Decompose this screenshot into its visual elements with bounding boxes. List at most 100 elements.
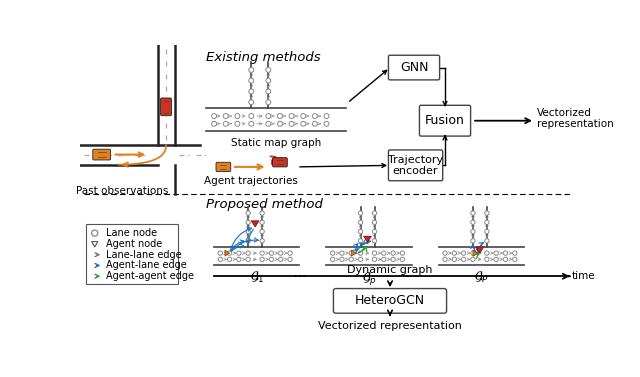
Circle shape	[349, 251, 353, 255]
Circle shape	[288, 251, 292, 255]
Circle shape	[312, 113, 317, 118]
Text: time: time	[572, 271, 595, 281]
Circle shape	[330, 257, 335, 262]
Circle shape	[223, 121, 228, 126]
Circle shape	[301, 121, 306, 126]
Circle shape	[249, 100, 253, 105]
Circle shape	[471, 211, 475, 215]
Text: $\mathcal{G}_P$: $\mathcal{G}_P$	[474, 270, 489, 285]
Circle shape	[372, 251, 377, 255]
Circle shape	[484, 251, 489, 255]
Circle shape	[260, 239, 264, 243]
Circle shape	[260, 220, 264, 224]
Circle shape	[223, 113, 228, 118]
Circle shape	[484, 239, 489, 243]
Circle shape	[471, 230, 475, 234]
FancyBboxPatch shape	[161, 98, 172, 116]
Circle shape	[212, 121, 216, 126]
Circle shape	[278, 257, 283, 262]
Circle shape	[235, 113, 240, 118]
Circle shape	[358, 251, 363, 255]
Circle shape	[249, 78, 253, 83]
Circle shape	[484, 230, 489, 234]
Polygon shape	[351, 250, 356, 256]
Text: ...: ...	[292, 265, 307, 280]
Circle shape	[235, 121, 240, 126]
Circle shape	[278, 121, 282, 126]
Circle shape	[381, 251, 386, 255]
Circle shape	[289, 113, 294, 118]
Circle shape	[260, 230, 264, 234]
Circle shape	[227, 251, 232, 255]
Polygon shape	[252, 221, 259, 227]
Text: GNN: GNN	[400, 61, 428, 74]
FancyBboxPatch shape	[216, 162, 231, 172]
Circle shape	[358, 220, 363, 224]
Text: Past observations: Past observations	[76, 186, 169, 196]
Circle shape	[246, 257, 250, 262]
Circle shape	[358, 239, 363, 243]
Circle shape	[249, 67, 253, 72]
Circle shape	[246, 239, 250, 243]
Circle shape	[471, 220, 475, 224]
Circle shape	[484, 257, 489, 262]
Text: Vectorized
representation: Vectorized representation	[537, 107, 614, 129]
Circle shape	[484, 220, 489, 224]
Circle shape	[452, 251, 456, 255]
Circle shape	[349, 257, 353, 262]
Circle shape	[358, 230, 363, 234]
Circle shape	[330, 251, 335, 255]
FancyBboxPatch shape	[333, 288, 447, 313]
Circle shape	[246, 251, 250, 255]
Circle shape	[278, 113, 282, 118]
Text: $\mathcal{G}_1$: $\mathcal{G}_1$	[250, 270, 264, 285]
Circle shape	[494, 257, 499, 262]
Circle shape	[484, 211, 489, 215]
Circle shape	[372, 257, 377, 262]
Circle shape	[301, 113, 306, 118]
Circle shape	[92, 230, 98, 236]
Text: Trajectory
encoder: Trajectory encoder	[388, 155, 443, 176]
Text: Agent-agent edge: Agent-agent edge	[106, 271, 195, 281]
Circle shape	[278, 251, 283, 255]
FancyBboxPatch shape	[388, 150, 443, 181]
Circle shape	[471, 251, 475, 255]
FancyBboxPatch shape	[93, 149, 111, 160]
Circle shape	[212, 113, 216, 118]
Text: Proposed method: Proposed method	[206, 198, 323, 211]
Circle shape	[372, 239, 377, 243]
Circle shape	[266, 113, 271, 118]
Circle shape	[391, 251, 396, 255]
Polygon shape	[364, 236, 371, 242]
Circle shape	[391, 257, 396, 262]
Polygon shape	[225, 250, 230, 256]
Circle shape	[266, 67, 271, 72]
Text: Static map graph: Static map graph	[231, 138, 321, 148]
Circle shape	[494, 251, 499, 255]
Circle shape	[471, 239, 475, 243]
Circle shape	[237, 251, 241, 255]
Circle shape	[246, 220, 250, 224]
Circle shape	[218, 257, 223, 262]
Circle shape	[372, 230, 377, 234]
Bar	[86, 224, 178, 284]
FancyBboxPatch shape	[388, 55, 440, 80]
Circle shape	[266, 89, 271, 94]
Circle shape	[269, 257, 273, 262]
Text: Agent-lane edge: Agent-lane edge	[106, 261, 187, 270]
Polygon shape	[473, 250, 477, 256]
Circle shape	[312, 121, 317, 126]
Text: Lane node: Lane node	[106, 228, 157, 238]
Circle shape	[266, 78, 271, 83]
Text: Vectorized representation: Vectorized representation	[318, 321, 462, 331]
Text: Agent node: Agent node	[106, 239, 163, 249]
Circle shape	[269, 251, 273, 255]
Circle shape	[227, 257, 232, 262]
Circle shape	[503, 257, 508, 262]
Circle shape	[381, 257, 386, 262]
Circle shape	[461, 251, 466, 255]
Circle shape	[260, 257, 264, 262]
Circle shape	[358, 257, 363, 262]
Circle shape	[513, 251, 517, 255]
Circle shape	[340, 251, 344, 255]
